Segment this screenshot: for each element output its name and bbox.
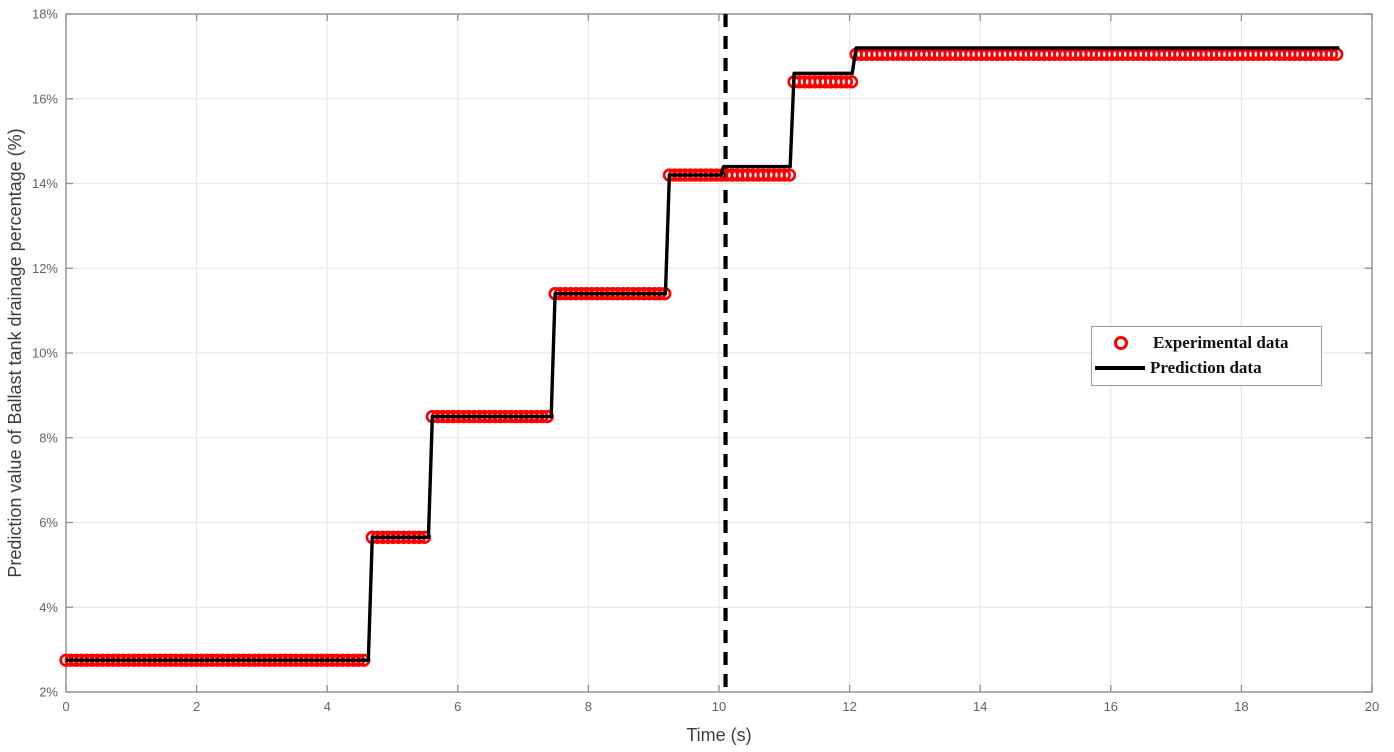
- y-axis-label: Prediction value of Ballast tank drainag…: [5, 128, 25, 577]
- prediction-line-icon: [1092, 366, 1147, 370]
- svg-text:4: 4: [324, 699, 331, 714]
- svg-text:4%: 4%: [39, 600, 58, 615]
- svg-text:2: 2: [193, 699, 200, 714]
- tick-marks: [65, 13, 1373, 693]
- prediction-line: [66, 46, 1340, 662]
- svg-text:14%: 14%: [32, 176, 58, 191]
- svg-text:12: 12: [842, 699, 856, 714]
- svg-text:18%: 18%: [32, 7, 58, 22]
- svg-text:2%: 2%: [39, 685, 58, 700]
- experimental-marker-icon: [1092, 336, 1150, 350]
- svg-text:18: 18: [1234, 699, 1248, 714]
- svg-text:6: 6: [454, 699, 461, 714]
- legend-item-prediction: Prediction data: [1092, 356, 1321, 380]
- svg-text:10: 10: [712, 699, 726, 714]
- svg-text:16%: 16%: [32, 91, 58, 106]
- svg-text:0: 0: [62, 699, 69, 714]
- svg-text:12%: 12%: [32, 261, 58, 276]
- legend: Experimental data Prediction data: [1091, 326, 1322, 386]
- legend-item-experimental: Experimental data: [1092, 331, 1321, 355]
- legend-label-prediction: Prediction data: [1150, 358, 1262, 377]
- svg-text:10%: 10%: [32, 346, 58, 361]
- svg-text:20: 20: [1365, 699, 1379, 714]
- y-tick-labels: 2% 4% 6% 8% 10% 12% 14% 16% 18%: [32, 7, 58, 700]
- svg-text:14: 14: [973, 699, 987, 714]
- legend-label-experimental: Experimental data: [1153, 333, 1289, 352]
- x-axis-label: Time (s): [686, 725, 751, 745]
- svg-text:16: 16: [1104, 699, 1118, 714]
- svg-text:8%: 8%: [39, 430, 58, 445]
- svg-text:6%: 6%: [39, 515, 58, 530]
- x-tick-labels: 0 2 4 6 8 10 12 14 16 18 20: [62, 699, 1379, 714]
- svg-text:8: 8: [585, 699, 592, 714]
